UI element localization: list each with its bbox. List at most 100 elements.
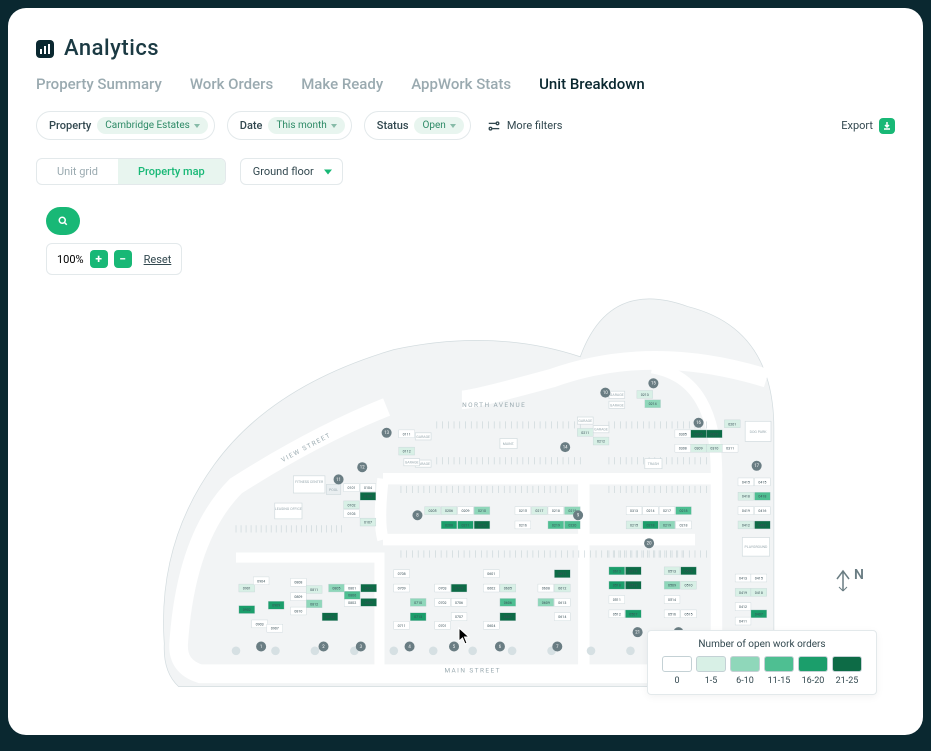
svg-text:0104: 0104: [364, 486, 372, 490]
map-search-button[interactable]: [46, 207, 80, 235]
view-segment: Unit gridProperty map: [36, 158, 226, 185]
svg-text:0806: 0806: [348, 594, 356, 598]
svg-text:0217: 0217: [663, 509, 671, 513]
legend-bucket: 6-10: [730, 656, 760, 686]
svg-text:20: 20: [647, 542, 652, 547]
legend-bucket: 1-5: [696, 656, 726, 686]
svg-text:MAIN STREET: MAIN STREET: [444, 666, 500, 674]
filter-date-chip[interactable]: This month: [268, 117, 344, 134]
filter-date[interactable]: Date This month: [227, 111, 352, 140]
svg-text:0208: 0208: [445, 523, 453, 527]
svg-text:0210: 0210: [478, 509, 486, 513]
svg-text:0418: 0418: [755, 591, 763, 595]
svg-text:13: 13: [384, 431, 389, 436]
svg-text:TRASH: TRASH: [648, 462, 660, 466]
svg-text:21: 21: [635, 631, 640, 636]
svg-text:0710: 0710: [414, 601, 422, 605]
floor-select[interactable]: Ground floor: [240, 158, 343, 185]
svg-text:0604: 0604: [487, 624, 495, 628]
download-icon: [879, 118, 895, 134]
svg-text:DOG PARK: DOG PARK: [750, 430, 768, 434]
svg-text:0307: 0307: [710, 432, 718, 436]
svg-text:0419: 0419: [742, 509, 750, 513]
map-area: 100% + − Reset FITNESS CENTERPOOLLEASING…: [36, 199, 895, 701]
svg-text:0412: 0412: [742, 523, 750, 527]
svg-text:0201: 0201: [728, 422, 736, 426]
svg-text:0219: 0219: [663, 523, 671, 527]
svg-text:0611: 0611: [558, 572, 566, 576]
svg-text:0107: 0107: [364, 521, 372, 525]
svg-text:0901: 0901: [243, 586, 251, 590]
svg-text:0218: 0218: [552, 509, 560, 513]
svg-text:0215: 0215: [519, 509, 527, 513]
svg-text:0614: 0614: [629, 569, 637, 573]
svg-text:0519: 0519: [685, 569, 693, 573]
svg-text:0512: 0512: [613, 612, 621, 616]
zoom-level: 100%: [57, 253, 84, 266]
zoom-reset-button[interactable]: Reset: [144, 253, 172, 266]
svg-text:0703: 0703: [439, 586, 447, 590]
svg-text:0111: 0111: [403, 432, 411, 436]
svg-text:0211: 0211: [581, 431, 589, 435]
zoom-out-button[interactable]: −: [114, 250, 132, 268]
legend-bucket: 16-20: [798, 656, 828, 686]
svg-text:0413: 0413: [739, 576, 747, 580]
svg-text:0206: 0206: [445, 509, 453, 513]
svg-text:0101: 0101: [347, 486, 355, 490]
svg-text:12: 12: [360, 466, 365, 471]
tab-property-summary[interactable]: Property Summary: [36, 75, 162, 93]
svg-text:0510: 0510: [685, 584, 693, 588]
svg-text:0105: 0105: [364, 495, 372, 499]
segment-unit-grid[interactable]: Unit grid: [37, 159, 118, 184]
svg-text:0608: 0608: [542, 586, 550, 590]
tab-appwork-stats[interactable]: AppWork Stats: [411, 75, 511, 93]
filter-status[interactable]: Status Open: [364, 111, 471, 140]
svg-text:0215: 0215: [630, 523, 638, 527]
svg-text:0218: 0218: [679, 523, 687, 527]
svg-text:0807: 0807: [365, 601, 373, 605]
svg-text:0507: 0507: [629, 612, 637, 616]
filter-property[interactable]: Property Cambridge Estates: [36, 111, 215, 140]
svg-text:0602: 0602: [487, 586, 495, 590]
svg-text:0209: 0209: [461, 509, 469, 513]
svg-text:0218: 0218: [679, 509, 687, 513]
zoom-in-button[interactable]: +: [90, 250, 108, 268]
svg-text:0407: 0407: [755, 612, 763, 616]
svg-text:14: 14: [563, 446, 568, 451]
export-button[interactable]: Export: [841, 118, 895, 134]
svg-text:0306: 0306: [695, 432, 703, 436]
svg-text:0705: 0705: [455, 586, 463, 590]
svg-text:0801: 0801: [348, 586, 356, 590]
svg-text:0606: 0606: [504, 601, 512, 605]
tab-make-ready[interactable]: Make Ready: [301, 75, 383, 93]
svg-text:0605: 0605: [504, 586, 512, 590]
more-filters-button[interactable]: More filters: [487, 119, 563, 133]
svg-text:0305: 0305: [679, 432, 687, 436]
svg-text:0214: 0214: [646, 509, 654, 513]
svg-text:0217: 0217: [535, 509, 543, 513]
tabs: Property Summary Work Orders Make Ready App…: [36, 75, 895, 93]
filter-property-chip[interactable]: Cambridge Estates: [97, 117, 207, 134]
svg-text:0708: 0708: [398, 572, 406, 576]
chevron-down-icon: [324, 169, 332, 174]
svg-text:NORTH AVENUE: NORTH AVENUE: [462, 401, 526, 409]
segment-property-map[interactable]: Property map: [118, 159, 225, 184]
svg-text:0513: 0513: [668, 569, 676, 573]
tab-work-orders[interactable]: Work Orders: [190, 75, 273, 93]
svg-text:0809: 0809: [294, 595, 302, 599]
svg-text:0219: 0219: [552, 523, 560, 527]
svg-text:1: 1: [260, 645, 262, 650]
svg-text:0309: 0309: [695, 447, 703, 451]
svg-text:0709: 0709: [398, 586, 406, 590]
svg-text:0515: 0515: [685, 612, 693, 616]
svg-text:0808: 0808: [294, 581, 302, 585]
page-title: Analytics: [64, 36, 159, 61]
svg-text:0311: 0311: [726, 447, 734, 451]
svg-text:0607: 0607: [504, 615, 512, 619]
svg-text:0211: 0211: [461, 523, 469, 527]
page-title-row: Analytics: [36, 36, 895, 61]
svg-text:0205: 0205: [428, 509, 436, 513]
filter-status-chip[interactable]: Open: [414, 117, 463, 134]
tab-unit-breakdown[interactable]: Unit Breakdown: [539, 75, 645, 93]
svg-text:PLAYGROUND: PLAYGROUND: [745, 545, 768, 549]
